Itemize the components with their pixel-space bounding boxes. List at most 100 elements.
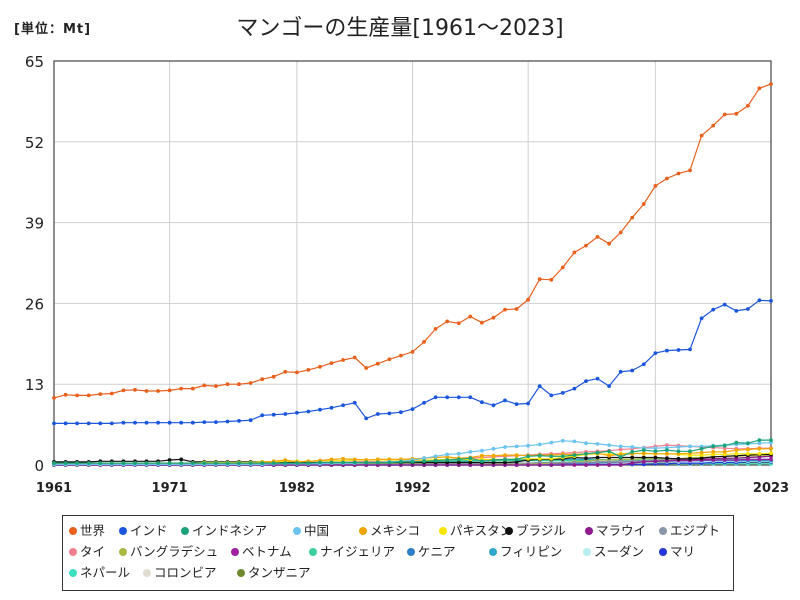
data-point bbox=[156, 420, 161, 425]
legend-item: ケニア bbox=[407, 541, 456, 560]
data-point bbox=[584, 243, 588, 248]
data-point bbox=[607, 460, 611, 464]
data-point bbox=[491, 453, 496, 458]
legend-marker bbox=[439, 527, 447, 535]
data-point bbox=[734, 451, 739, 456]
data-point bbox=[572, 463, 577, 467]
line-chart: 0 13 26 39 52 65 1961 1971 1982 1992 2002 2013 2023 bbox=[25, 53, 789, 496]
data-point bbox=[167, 458, 172, 462]
data-point bbox=[734, 440, 739, 445]
legend-item: 世界 bbox=[69, 520, 105, 539]
data-point bbox=[688, 444, 692, 449]
data-point bbox=[514, 463, 519, 467]
data-point bbox=[237, 419, 241, 423]
legend-label: バングラデシュ bbox=[130, 544, 219, 559]
data-point bbox=[214, 384, 218, 388]
data-point bbox=[98, 421, 103, 426]
data-point bbox=[757, 451, 762, 456]
chart-legend: 世界 インド インドネシア 中国 メキシコ パキスタン ブラジル マラウイ エジプト タイ バングラ… bbox=[62, 515, 734, 591]
data-point bbox=[133, 461, 137, 465]
legend-label: 中国 bbox=[304, 523, 330, 538]
data-point bbox=[121, 388, 126, 393]
data-point bbox=[456, 451, 461, 456]
data-point bbox=[514, 457, 519, 462]
data-point bbox=[653, 455, 658, 460]
legend-label: 世界 bbox=[80, 523, 106, 538]
data-point bbox=[641, 202, 646, 206]
data-point bbox=[260, 377, 265, 382]
data-point bbox=[757, 86, 762, 91]
data-point bbox=[179, 461, 184, 465]
data-point bbox=[618, 444, 623, 449]
data-point bbox=[699, 316, 704, 321]
data-point bbox=[560, 454, 565, 459]
data-point bbox=[595, 455, 600, 460]
data-point bbox=[676, 171, 681, 176]
data-point bbox=[248, 418, 253, 423]
data-point bbox=[422, 459, 426, 464]
data-point bbox=[537, 442, 542, 447]
series-世界 bbox=[52, 82, 773, 400]
legend-item: マラウイ bbox=[585, 520, 646, 539]
data-point bbox=[665, 348, 669, 353]
data-point bbox=[144, 389, 149, 393]
data-point bbox=[306, 461, 311, 465]
unit-label: [単位：Mt] bbox=[14, 22, 92, 37]
data-point bbox=[329, 460, 334, 465]
data-point bbox=[618, 455, 623, 459]
data-point bbox=[641, 362, 646, 367]
data-point bbox=[618, 447, 623, 452]
data-point bbox=[86, 461, 91, 465]
data-point bbox=[757, 446, 762, 451]
data-point bbox=[641, 448, 646, 452]
data-point bbox=[352, 457, 357, 462]
data-point bbox=[526, 401, 530, 406]
data-point bbox=[352, 460, 357, 465]
data-point bbox=[387, 460, 392, 465]
data-point bbox=[769, 438, 773, 442]
data-point bbox=[295, 370, 299, 375]
data-point bbox=[699, 446, 704, 451]
data-point bbox=[271, 461, 276, 465]
legend-label: インド bbox=[130, 523, 168, 538]
data-point bbox=[237, 382, 241, 387]
data-point bbox=[514, 307, 519, 311]
data-point bbox=[688, 456, 692, 461]
data-point bbox=[711, 307, 716, 312]
data-point bbox=[584, 463, 588, 467]
data-point bbox=[283, 458, 288, 462]
legend-item: ナイジェリア bbox=[309, 541, 395, 560]
data-point bbox=[722, 112, 727, 117]
legend-label: タイ bbox=[80, 544, 106, 559]
legend-marker bbox=[293, 527, 301, 535]
data-point bbox=[109, 421, 114, 426]
data-point bbox=[584, 441, 588, 446]
x-tick-label: 1971 bbox=[152, 481, 188, 496]
data-point bbox=[572, 250, 577, 255]
data-point bbox=[722, 302, 727, 307]
data-point bbox=[514, 453, 519, 457]
data-point bbox=[295, 461, 299, 465]
data-point bbox=[190, 461, 195, 465]
data-point bbox=[526, 454, 530, 459]
data-point bbox=[560, 438, 565, 443]
data-point bbox=[399, 460, 403, 464]
data-point bbox=[364, 460, 369, 465]
data-point bbox=[480, 400, 484, 405]
data-point bbox=[468, 456, 473, 461]
data-point bbox=[375, 457, 380, 462]
series-インドネシア bbox=[52, 438, 773, 465]
data-point bbox=[283, 412, 288, 416]
data-point bbox=[167, 420, 172, 425]
data-point bbox=[52, 461, 56, 465]
data-point bbox=[584, 451, 588, 456]
data-point bbox=[75, 393, 79, 398]
data-point bbox=[595, 463, 600, 467]
data-point bbox=[711, 450, 716, 454]
data-point bbox=[144, 420, 149, 425]
data-point bbox=[595, 376, 600, 381]
legend-marker bbox=[231, 548, 239, 556]
data-point bbox=[572, 453, 577, 457]
data-point bbox=[503, 453, 507, 457]
legend-item: ネパール bbox=[69, 562, 130, 581]
